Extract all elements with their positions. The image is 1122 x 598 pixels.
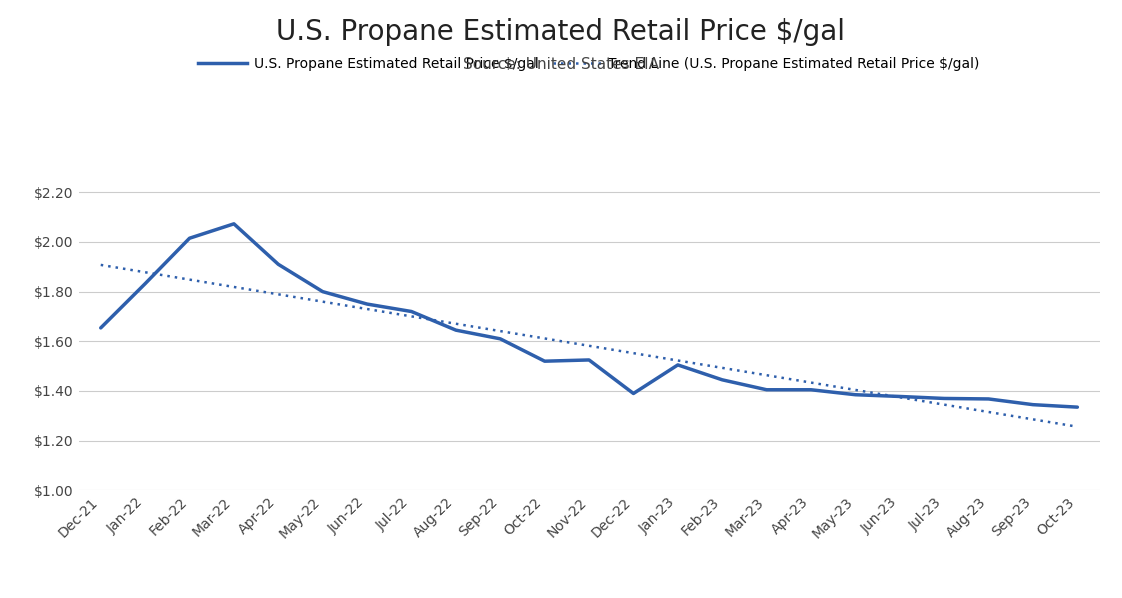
U.S. Propane Estimated Retail Price $/gal	[716, 376, 729, 383]
U.S. Propane Estimated Retail Price $/gal	[982, 395, 995, 402]
Trend Line (U.S. Propane Estimated Retail Price $/gal)	[671, 357, 684, 364]
Trend Line (U.S. Propane Estimated Retail Price $/gal)	[360, 306, 374, 313]
U.S. Propane Estimated Retail Price $/gal	[183, 234, 196, 242]
U.S. Propane Estimated Retail Price $/gal	[360, 300, 374, 307]
Trend Line (U.S. Propane Estimated Retail Price $/gal)	[804, 379, 818, 386]
U.S. Propane Estimated Retail Price $/gal	[804, 386, 818, 393]
Trend Line (U.S. Propane Estimated Retail Price $/gal)	[405, 313, 419, 320]
Text: U.S. Propane Estimated Retail Price $/gal: U.S. Propane Estimated Retail Price $/ga…	[276, 18, 846, 46]
Trend Line (U.S. Propane Estimated Retail Price $/gal)	[582, 342, 596, 349]
Trend Line (U.S. Propane Estimated Retail Price $/gal)	[982, 408, 995, 416]
U.S. Propane Estimated Retail Price $/gal	[1027, 401, 1040, 408]
Trend Line (U.S. Propane Estimated Retail Price $/gal)	[316, 298, 330, 305]
U.S. Propane Estimated Retail Price $/gal	[893, 393, 907, 400]
Legend: U.S. Propane Estimated Retail Price $/gal, Trend Line (U.S. Propane Estimated Re: U.S. Propane Estimated Retail Price $/ga…	[193, 51, 985, 77]
Trend Line (U.S. Propane Estimated Retail Price $/gal)	[449, 320, 462, 327]
Trend Line (U.S. Propane Estimated Retail Price $/gal)	[1027, 416, 1040, 423]
Trend Line (U.S. Propane Estimated Retail Price $/gal)	[716, 364, 729, 371]
Trend Line (U.S. Propane Estimated Retail Price $/gal)	[1070, 423, 1084, 431]
U.S. Propane Estimated Retail Price $/gal	[316, 288, 330, 295]
Trend Line (U.S. Propane Estimated Retail Price $/gal)	[848, 386, 862, 393]
U.S. Propane Estimated Retail Price $/gal	[537, 358, 551, 365]
U.S. Propane Estimated Retail Price $/gal	[938, 395, 951, 402]
Line: Trend Line (U.S. Propane Estimated Retail Price $/gal): Trend Line (U.S. Propane Estimated Retai…	[101, 265, 1077, 427]
U.S. Propane Estimated Retail Price $/gal	[627, 390, 641, 397]
U.S. Propane Estimated Retail Price $/gal	[760, 386, 773, 393]
Trend Line (U.S. Propane Estimated Retail Price $/gal)	[627, 350, 641, 357]
U.S. Propane Estimated Retail Price $/gal	[494, 335, 507, 343]
Text: Source: United States EIA: Source: United States EIA	[463, 57, 659, 72]
Trend Line (U.S. Propane Estimated Retail Price $/gal)	[94, 261, 108, 269]
U.S. Propane Estimated Retail Price $/gal	[1070, 404, 1084, 411]
Trend Line (U.S. Propane Estimated Retail Price $/gal)	[938, 401, 951, 408]
Trend Line (U.S. Propane Estimated Retail Price $/gal)	[138, 269, 151, 276]
U.S. Propane Estimated Retail Price $/gal	[94, 324, 108, 331]
U.S. Propane Estimated Retail Price $/gal	[848, 391, 862, 398]
U.S. Propane Estimated Retail Price $/gal	[582, 356, 596, 364]
U.S. Propane Estimated Retail Price $/gal	[272, 261, 285, 268]
U.S. Propane Estimated Retail Price $/gal	[227, 220, 240, 227]
Trend Line (U.S. Propane Estimated Retail Price $/gal)	[494, 328, 507, 335]
Trend Line (U.S. Propane Estimated Retail Price $/gal)	[183, 276, 196, 283]
Line: U.S. Propane Estimated Retail Price $/gal: U.S. Propane Estimated Retail Price $/ga…	[101, 224, 1077, 407]
U.S. Propane Estimated Retail Price $/gal	[405, 308, 419, 315]
Trend Line (U.S. Propane Estimated Retail Price $/gal)	[537, 335, 551, 342]
Trend Line (U.S. Propane Estimated Retail Price $/gal)	[227, 283, 240, 291]
U.S. Propane Estimated Retail Price $/gal	[449, 327, 462, 334]
Trend Line (U.S. Propane Estimated Retail Price $/gal)	[760, 371, 773, 379]
Trend Line (U.S. Propane Estimated Retail Price $/gal)	[893, 393, 907, 401]
Trend Line (U.S. Propane Estimated Retail Price $/gal)	[272, 291, 285, 298]
U.S. Propane Estimated Retail Price $/gal	[138, 280, 151, 287]
U.S. Propane Estimated Retail Price $/gal	[671, 361, 684, 368]
